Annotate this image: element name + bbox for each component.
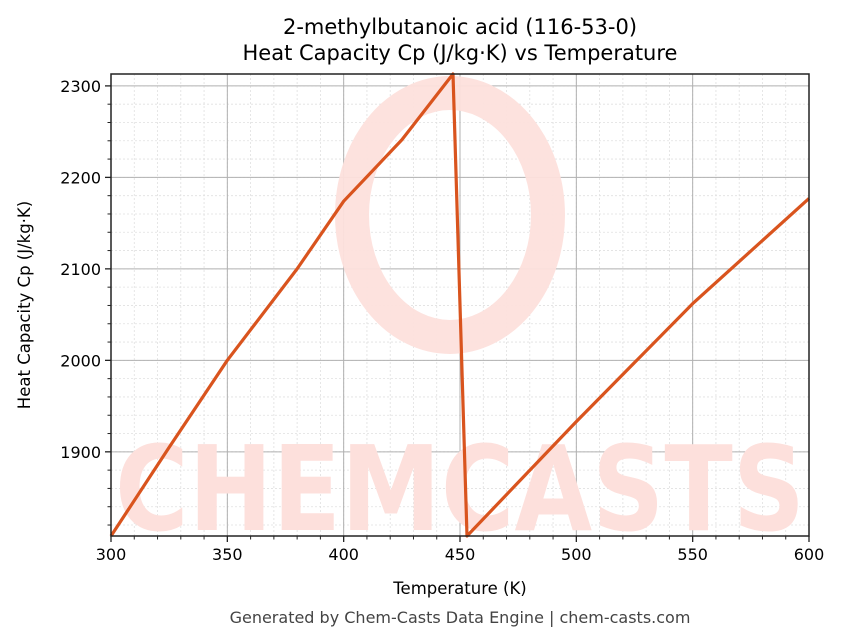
- watermark-text: CHEMCASTS: [115, 420, 805, 558]
- x-axis: 300 350 400 450 500 550 600: [96, 536, 825, 564]
- x-tick-label: 300: [96, 545, 127, 564]
- y-tick-label: 2000: [60, 351, 101, 370]
- x-tick-label: 600: [794, 545, 825, 564]
- y-tick-label: 2100: [60, 260, 101, 279]
- x-tick-label: 350: [212, 545, 243, 564]
- y-tick-label: 2300: [60, 77, 101, 96]
- x-axis-label: Temperature (K): [392, 579, 526, 598]
- y-tick-label: 1900: [60, 443, 101, 462]
- cp-series-line: [109, 72, 811, 538]
- y-tick-label: 2200: [60, 168, 101, 187]
- chart-title-line-2: Heat Capacity Cp (J/kg·K) vs Temperature: [242, 41, 678, 65]
- y-axis: 1900 2000 2100 2200 2300: [60, 77, 111, 526]
- footer-credit: Generated by Chem-Casts Data Engine | ch…: [229, 608, 691, 627]
- x-tick-label: 500: [561, 545, 592, 564]
- y-axis-label: Heat Capacity Cp (J/kg·K): [15, 201, 34, 409]
- x-tick-label: 400: [328, 545, 359, 564]
- x-tick-label: 550: [677, 545, 708, 564]
- x-tick-label: 450: [445, 545, 476, 564]
- watermark: CHEMCASTS: [115, 76, 805, 558]
- chart-title-line-1: 2-methylbutanoic acid (116-53-0): [282, 15, 638, 39]
